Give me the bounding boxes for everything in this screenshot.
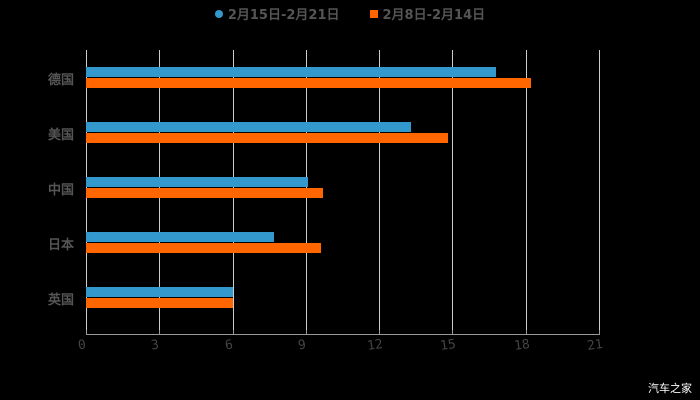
legend-item-series2[interactable]: 2月8日-2月14日 [369,4,486,23]
gridline [525,50,527,330]
y-category-label: 美国 [48,128,75,143]
x-tick-label: 0 [77,337,87,354]
legend-label: 2月15日-2月21日 [227,8,340,23]
bar-series1[interactable] [86,122,411,132]
y-category-label: 日本 [48,238,75,253]
x-tick-label: 21 [586,336,604,355]
bar-series2[interactable] [86,188,323,198]
x-tick [452,330,454,335]
x-tick-label: 18 [512,336,531,355]
x-tick [525,330,527,335]
x-tick [599,330,600,335]
x-axis-line [86,334,600,335]
y-category-label: 中国 [48,183,75,198]
x-tick-label: 15 [439,336,458,355]
bar-series1[interactable] [86,287,233,297]
x-tick [86,330,87,335]
square-marker-icon [369,9,378,18]
watermark: 汽车之家 [648,382,692,395]
chart-legend: 2月15日-2月21日 2月8日-2月14日 [0,4,700,23]
bar-series2[interactable] [86,133,448,143]
legend-label: 2月8日-2月14日 [382,8,486,23]
x-tick [232,330,234,335]
x-tick-label: 6 [223,337,234,354]
x-tick [159,330,161,335]
gridline [452,50,454,330]
x-tick [379,330,381,335]
bar-series2[interactable] [86,243,321,253]
bar-series2[interactable] [86,78,531,88]
bar-series2[interactable] [86,298,233,308]
x-tick-label: 12 [366,336,384,355]
x-tick-label: 3 [150,337,161,354]
x-tick [305,330,307,335]
circle-marker-icon [214,9,223,18]
gridline [599,50,600,330]
gridline [379,50,381,330]
bar-series1[interactable] [86,232,275,242]
bar-series1[interactable] [86,177,309,187]
y-category-label: 德国 [48,73,75,88]
bar-series1[interactable] [86,67,497,77]
legend-item-series1[interactable]: 2月15日-2月21日 [214,4,340,23]
y-category-label: 英国 [48,293,75,308]
x-tick-label: 9 [296,337,307,354]
